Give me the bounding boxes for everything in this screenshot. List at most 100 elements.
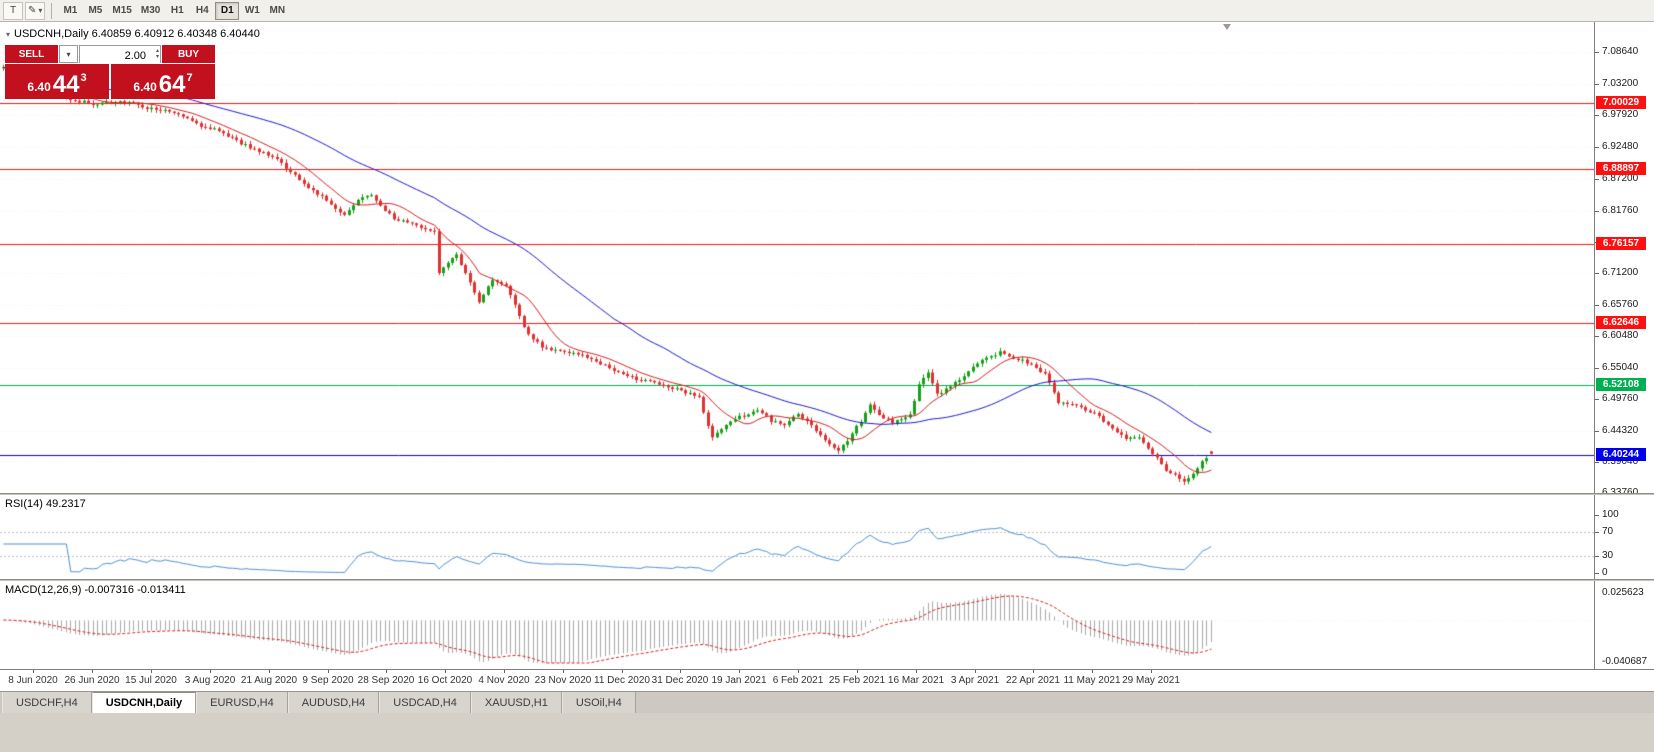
level-price-badge: 6.40244 xyxy=(1596,448,1646,461)
chart-tab-xauusd-h1[interactable]: XAUUSD,H1 xyxy=(470,692,562,713)
trade-panel-row2: 6.40 44 3 6.40 64 7 xyxy=(5,64,215,99)
price-chart-canvas[interactable] xyxy=(0,22,1594,493)
panel-splitter[interactable] xyxy=(0,579,1654,581)
rsi-panel: RSI(14) 49.2317 xyxy=(0,495,1594,579)
rsi-axis-label: 0 xyxy=(1602,567,1608,578)
timeframe-button-m5[interactable]: M5 xyxy=(83,2,107,20)
date-tick-mark xyxy=(151,670,152,673)
chart-tab-bar: USDCHF,H4 USDCNH,Daily EURUSD,H4 AUDUSD,H4 U… xyxy=(0,691,1654,713)
date-label: 8 Jun 2020 xyxy=(8,675,58,686)
price-tick-mark xyxy=(1595,147,1599,148)
chart-title-text: USDCNH,Daily 6.40859 6.40912 6.40348 6.4… xyxy=(14,28,260,40)
timeframe-button-h4[interactable]: H4 xyxy=(190,2,214,20)
date-tick-mark xyxy=(857,670,858,673)
price-tick-label: 7.03200 xyxy=(1602,78,1639,89)
cursor-tool-button[interactable]: T xyxy=(3,1,23,20)
rsi-axis-label: 70 xyxy=(1602,526,1614,537)
price-tick-label: 6.97920 xyxy=(1602,109,1639,120)
chart-tab-usdcad-h4[interactable]: USDCAD,H4 xyxy=(379,692,471,713)
one-click-toggle-icon[interactable]: ▾ xyxy=(6,29,11,39)
price-tick-label: 6.60480 xyxy=(1602,330,1639,341)
price-tick-mark xyxy=(1595,431,1599,432)
panel-splitter[interactable] xyxy=(0,493,1654,495)
date-label: 26 Jun 2020 xyxy=(64,675,120,686)
date-tick-mark xyxy=(1151,670,1152,673)
chart-tab-usoil-h4[interactable]: USOil,H4 xyxy=(561,692,636,713)
rsi-tick-mark xyxy=(1595,515,1599,516)
date-label: 3 Apr 2021 xyxy=(950,675,1000,686)
spinner-up-icon[interactable]: ▴ xyxy=(155,48,159,54)
timeframe-button-group: M1 M5 M15 M30 H1 H4 D1 W1 MN xyxy=(58,1,290,20)
level-price-badge: 6.52108 xyxy=(1596,378,1646,391)
date-tick-mark xyxy=(563,670,564,673)
price-tick-mark xyxy=(1595,399,1599,400)
price-tick-mark xyxy=(1595,115,1599,116)
timeframe-button-h1[interactable]: H1 xyxy=(165,2,189,20)
sell-price-big: 44 xyxy=(52,71,80,98)
date-label: 6 Feb 2021 xyxy=(772,675,824,686)
one-click-trade-panel: SELL ▾ ▴ ▾ BUY 6.40 44 3 6.4 xyxy=(5,45,215,99)
rsi-axis[interactable]: 100 70 30 0 xyxy=(1594,495,1654,579)
date-tick-mark xyxy=(504,670,505,673)
sell-price-sup: 3 xyxy=(80,72,87,84)
timeframe-button-m15[interactable]: M15 xyxy=(108,2,135,20)
draw-tool-button[interactable]: ✎ ▾ xyxy=(25,1,46,20)
macd-axis[interactable]: 0.025623 -0.040687 xyxy=(1594,581,1654,669)
date-axis[interactable]: 8 Jun 2020 26 Jun 2020 15 Jul 2020 3 Aug 20… xyxy=(0,669,1654,691)
macd-canvas[interactable] xyxy=(0,581,1594,669)
buy-price-big: 64 xyxy=(158,71,186,98)
price-tick-mark xyxy=(1595,462,1599,463)
rsi-canvas[interactable] xyxy=(0,495,1594,579)
buy-price-prefix: 6.40 xyxy=(133,80,157,94)
rsi-axis-label: 100 xyxy=(1602,509,1619,520)
price-tick-label: 6.81760 xyxy=(1602,205,1639,216)
chart-shift-marker-icon xyxy=(1223,24,1231,30)
spinner-down-icon[interactable]: ▾ xyxy=(155,54,159,60)
timeframe-button-mn[interactable]: MN xyxy=(265,2,289,20)
timeframe-button-d1[interactable]: D1 xyxy=(215,1,240,20)
chart-tab-audusd-h4[interactable]: AUDUSD,H4 xyxy=(287,692,380,713)
volume-spinner: ▴ ▾ xyxy=(156,46,159,62)
timeframe-button-w1[interactable]: W1 xyxy=(240,2,264,20)
date-label: 25 Feb 2021 xyxy=(828,675,886,686)
price-tick-label: 6.49760 xyxy=(1602,393,1639,404)
volume-input[interactable] xyxy=(80,48,160,64)
buy-button[interactable]: BUY xyxy=(162,45,215,63)
sell-price-button[interactable]: 6.40 44 3 xyxy=(5,64,109,99)
sell-button[interactable]: SELL xyxy=(5,45,58,63)
macd-axis-max: 0.025623 xyxy=(1602,587,1644,598)
date-label: 16 Oct 2020 xyxy=(417,675,473,686)
chart-tab-eurusd-h4[interactable]: EURUSD,H4 xyxy=(196,692,288,713)
pencil-icon: ✎ xyxy=(28,5,37,16)
rsi-tick-mark xyxy=(1595,532,1599,533)
date-tick-mark xyxy=(916,670,917,673)
date-label: 31 Dec 2020 xyxy=(651,675,709,686)
chart-tab-usdchf-h4[interactable]: USDCHF,H4 xyxy=(2,692,92,713)
date-tick-mark xyxy=(798,670,799,673)
date-tick-mark xyxy=(680,670,681,673)
timeframe-button-m1[interactable]: M1 xyxy=(58,2,82,20)
date-label: 28 Sep 2020 xyxy=(357,675,415,686)
date-label: 15 Jul 2020 xyxy=(125,675,177,686)
price-tick-label: 6.65760 xyxy=(1602,299,1639,310)
level-price-badge: 6.88897 xyxy=(1596,162,1646,175)
chart-tab-usdcnh-daily[interactable]: USDCNH,Daily xyxy=(91,692,197,713)
price-tick-label: 6.44320 xyxy=(1602,425,1639,436)
date-label: 23 Nov 2020 xyxy=(534,675,592,686)
level-price-badge: 6.76157 xyxy=(1596,237,1646,250)
date-tick-mark xyxy=(622,670,623,673)
date-label: 22 Apr 2021 xyxy=(1006,675,1060,686)
price-axis[interactable]: 7.08640 7.03200 6.97920 6.92480 6.87200 6.817… xyxy=(1594,22,1654,498)
rsi-tick-mark xyxy=(1595,573,1599,574)
date-tick-mark xyxy=(1092,670,1093,673)
buy-price-button[interactable]: 6.40 64 7 xyxy=(111,64,215,99)
date-label: 11 Dec 2020 xyxy=(594,675,650,686)
price-chart-panel: ▾ USDCNH,Daily 6.40859 6.40912 6.40348 6… xyxy=(0,22,1594,493)
date-label: 3 Aug 2020 xyxy=(184,675,236,686)
volume-dropdown[interactable]: ▾ xyxy=(59,45,78,63)
top-toolbar: T ✎ ▾ M1 M5 M15 M30 H1 H4 D1 W1 MN xyxy=(0,0,1654,22)
volume-input-wrap: ▴ ▾ xyxy=(79,45,161,64)
chevron-down-icon: ▾ xyxy=(38,6,43,15)
timeframe-button-m30[interactable]: M30 xyxy=(137,2,164,20)
